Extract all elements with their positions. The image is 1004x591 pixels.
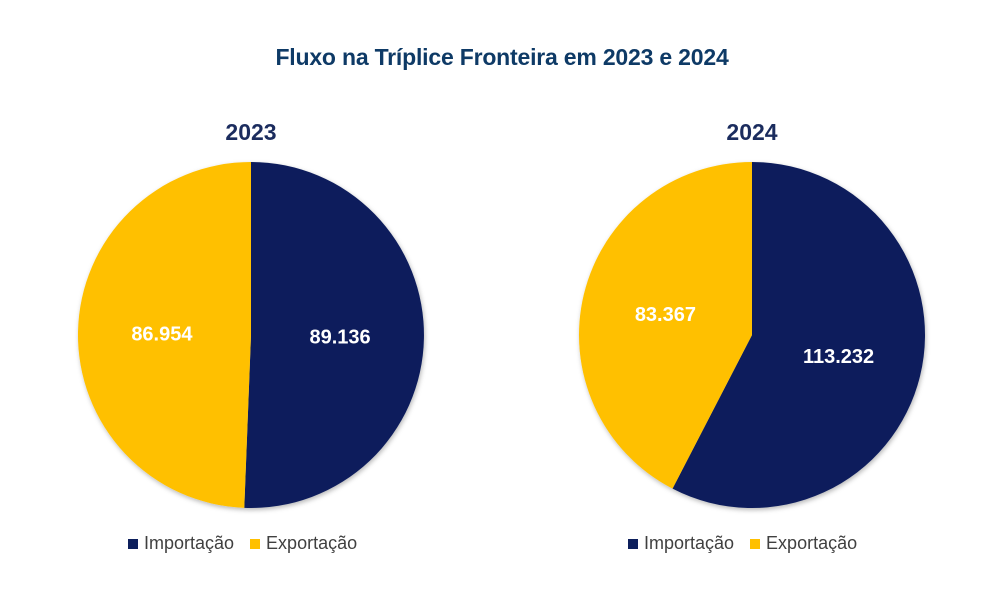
legend-swatch-exportacao [250, 538, 261, 549]
legend-item-importacao: Importação [128, 533, 234, 554]
slice-2023-importacao [244, 162, 424, 509]
data-label-2024-exportacao: 83.367 [635, 304, 696, 326]
legend-label-importacao: Importação [644, 533, 735, 553]
data-label-2023-exportacao: 86.954 [131, 323, 193, 345]
legend-item-importacao: Importação [628, 533, 734, 554]
chart-title: Fluxo na Tríplice Fronteira em 2023 e 20… [275, 44, 729, 70]
legend-swatch-importacao [628, 538, 638, 549]
legend-2024: Importação Exportação [628, 533, 873, 554]
pie-2023 [77, 162, 424, 509]
data-label-2023-importacao: 89.136 [310, 327, 371, 349]
legend-2023: Importação Exportação [128, 533, 373, 554]
legend-swatch-importacao [128, 538, 138, 549]
slice-2024-exportacao [579, 162, 752, 489]
slice-2024-importacao [672, 162, 926, 508]
legend-label-importacao: Importação [144, 533, 235, 553]
legend-label-exportacao: Exportação [766, 533, 858, 553]
slice-2023-exportacao [77, 162, 251, 508]
legend-label-exportacao: Exportação [266, 533, 358, 553]
legend-item-exportacao: Exportação [750, 533, 857, 554]
pie-2024 [579, 162, 926, 508]
legend-swatch-exportacao [750, 538, 761, 549]
pie-title-2023: 2023 [225, 119, 276, 145]
legend-item-exportacao: Exportação [250, 533, 357, 554]
pie-title-2024: 2024 [726, 119, 777, 145]
data-label-2024-importacao: 113.232 [803, 346, 874, 368]
